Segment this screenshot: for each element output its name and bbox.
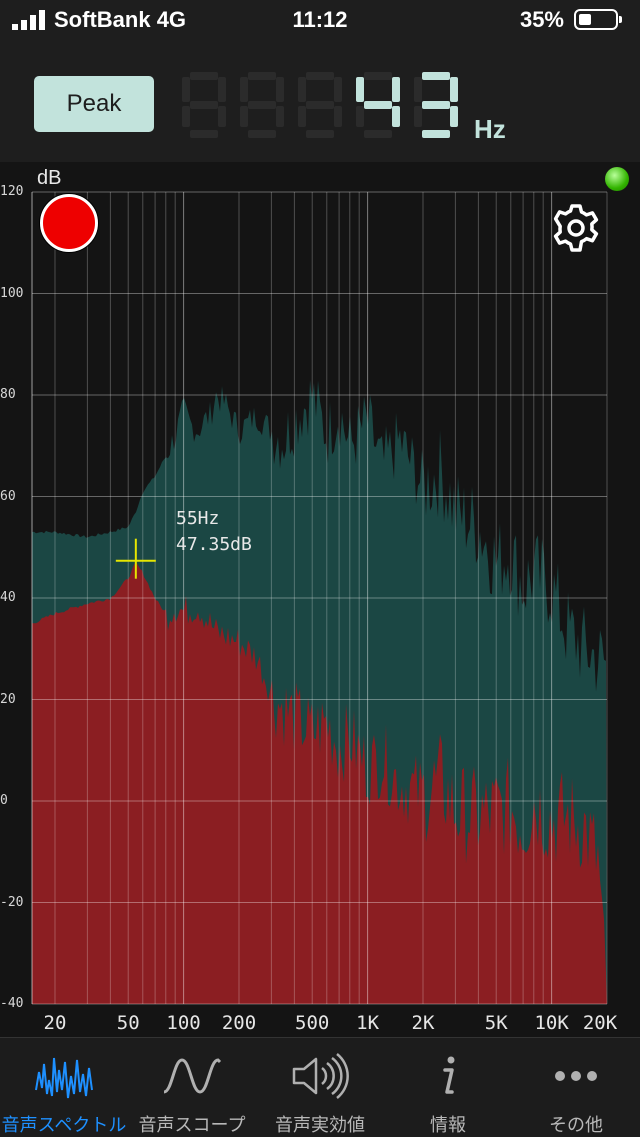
- display-segment-lit: [392, 106, 400, 127]
- y-tick-label: 0: [0, 793, 8, 808]
- x-tick-label: 50: [116, 1012, 140, 1034]
- display-segment-unlit: [190, 101, 218, 109]
- y-tick-label: 20: [0, 691, 16, 707]
- cellular-signal-icon: [12, 10, 45, 30]
- status-indicator-led: [605, 167, 629, 191]
- display-segment-unlit: [248, 130, 276, 138]
- y-tick-label: 80: [0, 387, 16, 402]
- display-segment-unlit: [364, 72, 392, 80]
- display-segment-unlit: [276, 106, 284, 127]
- y-tick-label: -40: [0, 996, 24, 1011]
- speaker-icon: [292, 1053, 349, 1099]
- frequency-header: Peak Hz: [0, 40, 640, 162]
- display-segment-lit: [392, 77, 400, 102]
- tab-label: その他: [549, 1115, 603, 1135]
- y-tick-label: 120: [0, 184, 24, 199]
- x-tick-label: 200: [221, 1012, 257, 1034]
- display-segment-unlit: [334, 77, 342, 102]
- display-segment-lit: [364, 101, 392, 109]
- display-segment-lit: [450, 106, 458, 127]
- display-segment-unlit: [218, 106, 226, 127]
- display-segment-unlit: [182, 77, 190, 102]
- clock: 11:12: [292, 7, 348, 32]
- battery-percentage: 35%: [519, 7, 564, 32]
- display-segment-unlit: [190, 72, 218, 80]
- tab-label: 音声スコープ: [138, 1115, 246, 1135]
- y-tick-label: -20: [0, 894, 24, 910]
- display-segment-unlit: [298, 77, 306, 102]
- display-segment-lit: [422, 130, 450, 138]
- frequency-readout: [182, 72, 458, 138]
- x-tick-label: 100: [166, 1012, 201, 1034]
- display-segment-unlit: [364, 130, 392, 138]
- spectrum-icon: [35, 1057, 93, 1099]
- y-axis-unit-label: dB: [37, 167, 62, 189]
- cursor-readout: 55Hz 47.35dB: [176, 506, 252, 558]
- x-tick-label: 5K: [484, 1012, 508, 1034]
- tab-label: 情報: [430, 1115, 466, 1135]
- cursor-frequency: 55Hz: [176, 508, 220, 529]
- tab-spectrum[interactable]: 音声スペクトル: [0, 1038, 128, 1137]
- display-segment-unlit: [248, 72, 276, 80]
- display-segment-lit: [356, 77, 364, 102]
- display-segment-lit: [422, 72, 450, 80]
- x-tick-label: 20: [43, 1012, 67, 1034]
- x-tick-label: 500: [295, 1012, 330, 1034]
- tab-more[interactable]: その他: [512, 1038, 640, 1137]
- info-icon: [443, 1056, 455, 1094]
- display-segment-lit: [450, 77, 458, 102]
- gear-icon[interactable]: [550, 202, 602, 254]
- spectrum-plot[interactable]: [0, 162, 640, 1037]
- display-segment-unlit: [414, 77, 422, 102]
- x-tick-label: 10K: [534, 1012, 569, 1034]
- x-tick-label: 20K: [582, 1012, 618, 1034]
- display-segment-unlit: [240, 77, 248, 102]
- x-tick-label: 1K: [356, 1012, 380, 1034]
- display-segment-lit: [422, 101, 450, 109]
- tab-label: 音声実効値: [275, 1115, 365, 1135]
- current-spectrum-area: [32, 561, 607, 1004]
- tab-label: 音声スペクトル: [1, 1115, 127, 1135]
- display-segment-unlit: [248, 101, 276, 109]
- display-segment-unlit: [414, 106, 422, 127]
- y-tick-label: 100: [0, 285, 24, 301]
- display-segment-unlit: [306, 130, 334, 138]
- scope-wave-icon: [163, 1058, 222, 1094]
- y-tick-label: 40: [0, 590, 16, 605]
- display-segment-unlit: [298, 106, 306, 127]
- cursor-level: 47.35dB: [176, 534, 252, 555]
- display-segment-unlit: [218, 77, 226, 102]
- display-segment-unlit: [306, 101, 334, 109]
- display-segment-unlit: [356, 106, 364, 127]
- peak-mode-button[interactable]: Peak: [34, 76, 154, 132]
- x-tick-label: 2K: [411, 1012, 435, 1034]
- battery-icon: [574, 9, 622, 30]
- tab-rms[interactable]: 音声実効値: [256, 1038, 384, 1137]
- status-bar: SoftBank 4G 11:12 35%: [0, 0, 640, 40]
- tab-info[interactable]: 情報: [384, 1038, 512, 1137]
- tab-bar: 音声スペクトル 音声スコープ 音声実効値 情報: [0, 1037, 640, 1137]
- tab-scope[interactable]: 音声スコープ: [128, 1038, 256, 1137]
- frequency-unit: Hz: [474, 114, 506, 144]
- record-button[interactable]: [40, 194, 98, 252]
- display-segment-unlit: [306, 72, 334, 80]
- display-segment-unlit: [190, 130, 218, 138]
- y-tick-label: 60: [0, 488, 16, 504]
- display-segment-unlit: [334, 106, 342, 127]
- spectrum-analyzer[interactable]: dB 120 100 80 60 40 20 0 -20 -40 20 50 100 200 500 1K…: [0, 162, 640, 1037]
- display-segment-unlit: [276, 77, 284, 102]
- carrier-label: SoftBank 4G: [54, 7, 187, 32]
- display-segment-unlit: [240, 106, 248, 127]
- more-icon: [555, 1071, 597, 1081]
- display-segment-unlit: [182, 106, 190, 127]
